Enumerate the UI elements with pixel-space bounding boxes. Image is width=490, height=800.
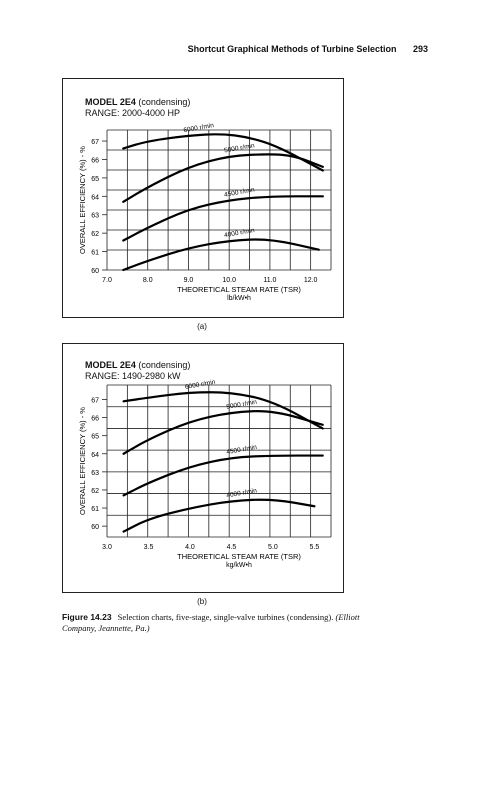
header-title: Shortcut Graphical Methods of Turbine Se… bbox=[187, 44, 397, 54]
chart-a-ytick-label: 67 bbox=[91, 139, 99, 146]
chart-b-ytick-label: 64 bbox=[91, 452, 99, 459]
chart-panel-a: MODEL 2E4 (condensing) RANGE: 2000-4000 … bbox=[62, 78, 344, 318]
chart-a-xtick-label: 7.0 bbox=[102, 277, 112, 284]
caption-source: (Elliott Company, Jeannette, Pa.) bbox=[62, 612, 360, 633]
chart-a-xtick-label: 12.0 bbox=[304, 277, 318, 284]
chart-b-ylabel: OVERALL EFFICIENCY (%) - % bbox=[78, 407, 87, 515]
chart-b-grid bbox=[106, 384, 332, 538]
chart-a-ytick-label: 63 bbox=[91, 213, 99, 220]
chart-a-series-label-4: 4000 r/min bbox=[224, 227, 256, 239]
chart-b-series-label-4: 4000 r/min bbox=[226, 487, 258, 499]
chart-a-xlabel-1: THEORETICAL STEAM RATE (TSR) bbox=[177, 285, 301, 294]
chart-a-range: RANGE: 2000-4000 HP bbox=[85, 108, 181, 118]
chart-a-ylabel: OVERALL EFFICIENCY (%) - % bbox=[78, 146, 87, 254]
chart-a-ytick-label: 64 bbox=[91, 194, 99, 201]
chart-b-series-label-1: 6000 r/min bbox=[184, 379, 216, 391]
running-header: Shortcut Graphical Methods of Turbine Se… bbox=[188, 44, 428, 54]
chart-a-series-line-3 bbox=[122, 195, 324, 242]
chart-a-series-label-2: 5000 r/min bbox=[224, 142, 256, 154]
chart-a-series-line-1 bbox=[122, 133, 324, 172]
chart-b-xlabel-1: THEORETICAL STEAM RATE (TSR) bbox=[177, 552, 301, 561]
chart-b-series-label-2: 5000 r/min bbox=[226, 399, 258, 411]
chart-b-plot: 60 61 62 63 64 65 66 67 3.0 3.5 4.0 4.5 5.0 5.5 OVERAL… bbox=[78, 379, 332, 569]
chart-b-series-line-1 bbox=[122, 391, 324, 430]
chart-b-series-label-3: 4500 r/min bbox=[226, 444, 258, 456]
chart-b-ytick-label: 67 bbox=[91, 397, 99, 404]
chart-b-ytick-label: 61 bbox=[91, 506, 99, 513]
chart-b-xtick-label: 4.5 bbox=[227, 544, 237, 551]
chart-b-series-line-4 bbox=[122, 498, 316, 533]
chart-b-mode: (condensing) bbox=[138, 360, 191, 370]
chart-b-range: RANGE: 1490-2980 kW bbox=[85, 371, 181, 381]
chart-b-xlabel-2: kg/kW•h bbox=[226, 562, 252, 569]
chart-b-ytick-label: 65 bbox=[91, 434, 99, 441]
chart-b-series-line-3 bbox=[122, 454, 324, 497]
chart-b-ytick-label: 66 bbox=[91, 416, 99, 423]
chart-b-xtick-label: 4.0 bbox=[185, 544, 195, 551]
chart-b-ytick-label: 60 bbox=[91, 524, 99, 531]
chart-a-mode: (condensing) bbox=[138, 97, 191, 107]
chart-a-xlabel-2: lb/kW•h bbox=[227, 295, 251, 302]
chart-b-xtick-label: 3.5 bbox=[144, 544, 154, 551]
chart-b-ytick-label: 62 bbox=[91, 488, 99, 495]
figure-caption: Figure 14.23 Selection charts, five-stage… bbox=[62, 612, 362, 634]
chart-a-grid bbox=[106, 129, 332, 271]
chart-a-series-line-4 bbox=[122, 238, 320, 272]
chart-b-title: MODEL 2E4 (condensing) RANGE: 1490-2980 … bbox=[85, 360, 190, 382]
figure-label: Figure 14.23 bbox=[62, 612, 112, 622]
page-number: 293 bbox=[412, 44, 428, 54]
chart-b-xtick-label: 5.5 bbox=[310, 544, 320, 551]
chart-a-xtick-label: 8.0 bbox=[143, 277, 153, 284]
chart-a-xtick-label: 10.0 bbox=[222, 277, 236, 284]
chart-a-sublabel: (a) bbox=[197, 322, 207, 331]
chart-b-ytick-label: 63 bbox=[91, 470, 99, 477]
chart-a-series-label-1: 6000 r/min bbox=[183, 122, 215, 134]
chart-b-model: MODEL 2E4 bbox=[85, 360, 136, 370]
chart-a-title: MODEL 2E4 (condensing) RANGE: 2000-4000 … bbox=[85, 97, 190, 119]
chart-a-ytick-label: 61 bbox=[91, 250, 99, 257]
chart-a-ytick-label: 62 bbox=[91, 231, 99, 238]
chart-b-xtick-label: 3.0 bbox=[102, 544, 112, 551]
chart-a-ytick-label: 65 bbox=[91, 176, 99, 183]
caption-text: Selection charts, five-stage, single-val… bbox=[117, 612, 334, 622]
chart-a-plot: 60 61 62 63 64 65 66 67 7.0 8.0 9.0 10.0 11.0 12.0 OVE… bbox=[78, 122, 332, 302]
chart-a-series-label-3: 4500 r/min bbox=[224, 186, 256, 198]
chart-a-ytick-label: 60 bbox=[91, 268, 99, 275]
chart-a-ytick-label: 66 bbox=[91, 157, 99, 164]
chart-b-sublabel: (b) bbox=[197, 597, 207, 606]
chart-a-xtick-label: 9.0 bbox=[184, 277, 194, 284]
chart-panel-b: MODEL 2E4 (condensing) RANGE: 1490-2980 … bbox=[62, 343, 344, 593]
chart-b-xtick-label: 5.0 bbox=[268, 544, 278, 551]
chart-a-model: MODEL 2E4 bbox=[85, 97, 136, 107]
chart-b-series-line-2 bbox=[122, 410, 324, 455]
chart-a-xtick-label: 11.0 bbox=[263, 277, 276, 284]
chart-a-series-line-2 bbox=[122, 153, 324, 203]
